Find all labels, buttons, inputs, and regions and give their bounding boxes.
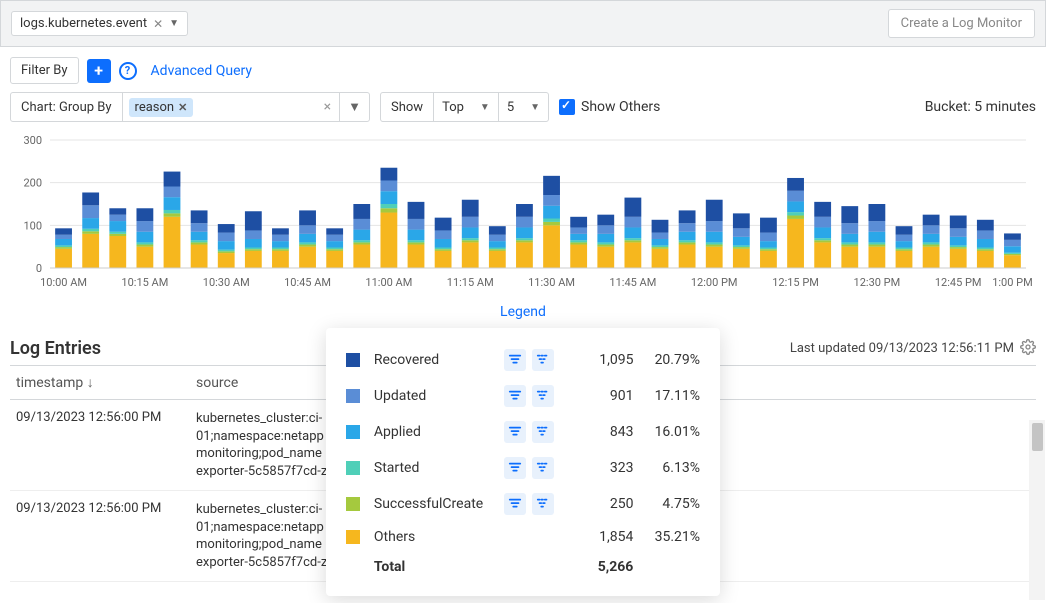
legend-total-value: 5,266 [584,559,634,575]
bucket-label: Bucket: 5 minutes [925,99,1036,115]
legend-total-row: Total 5,266 [346,552,700,582]
legend-percent: 35.21% [645,529,700,545]
create-log-monitor-button[interactable]: Create a Log Monitor [888,9,1035,38]
svg-text:12:15 PM: 12:15 PM [772,276,819,289]
svg-text:10:00 AM: 10:00 AM [40,276,87,289]
chevron-down-icon: ▼ [530,102,540,113]
legend-series-name: Recovered [374,352,504,368]
svg-text:0: 0 [36,262,42,275]
chevron-down-icon[interactable]: ▼ [169,18,179,29]
log-source-chip[interactable]: logs.kubernetes.event ✕ ▼ [11,11,188,36]
legend-percent: 4.75% [645,496,700,512]
last-updated-label: Last updated 09/13/2023 12:56:11 PM [790,339,1036,359]
timestamp-cell: 09/13/2023 12:56:00 PM [10,400,190,491]
show-label: Show [381,100,433,115]
legend-row: Updated 901 17.11% [346,378,700,414]
legend-series-name: SuccessfulCreate [374,496,504,512]
header-bar: logs.kubernetes.event ✕ ▼ Create a Log M… [0,0,1046,47]
legend-percent: 16.01% [645,424,700,440]
checkbox-checked-icon[interactable] [559,99,575,115]
legend-toggle[interactable]: Legend [10,296,1036,328]
svg-text:100: 100 [23,219,42,232]
legend-swatch [346,389,360,403]
show-mode-select[interactable]: Top ▼ [433,93,498,121]
legend-count: 1,095 [584,352,634,368]
legend-series-name: Others [374,529,504,545]
svg-text:10:45 AM: 10:45 AM [284,276,331,289]
svg-text:11:45 AM: 11:45 AM [609,276,656,289]
legend-count: 901 [584,388,634,404]
legend-series-name: Started [374,460,504,476]
filter-exclude-icon[interactable] [532,421,554,443]
legend-series-name: Updated [374,388,504,404]
legend-row: Applied 843 16.01% [346,414,700,450]
legend-swatch [346,353,360,367]
filter-section: Filter By + ? Advanced Query Chart: Grou… [0,47,1046,122]
svg-text:300: 300 [23,134,42,147]
legend-total-label: Total [374,559,504,575]
svg-text:10:15 AM: 10:15 AM [121,276,168,289]
svg-text:12:30 PM: 12:30 PM [854,276,901,289]
svg-text:1:00 PM: 1:00 PM [992,276,1032,289]
legend-count: 1,854 [584,529,634,545]
filter-include-icon[interactable] [504,421,526,443]
filter-include-icon[interactable] [504,457,526,479]
svg-text:11:00 AM: 11:00 AM [365,276,412,289]
group-by-input[interactable]: Chart: Group By reason ✕ × ▼ [10,92,370,122]
advanced-query-link[interactable]: Advanced Query [151,63,252,79]
gear-icon[interactable] [1020,339,1036,359]
close-icon[interactable]: ✕ [153,17,163,31]
filter-by-label: Filter By [10,57,79,84]
legend-count: 323 [584,460,634,476]
legend-row: Others 1,854 35.21% [346,522,700,552]
svg-text:200: 200 [23,177,42,190]
timestamp-column-header[interactable]: timestamp ↓ [10,366,190,400]
legend-swatch [346,425,360,439]
filter-include-icon[interactable] [504,349,526,371]
group-by-label: Chart: Group By [11,93,123,121]
filter-exclude-icon[interactable] [532,493,554,515]
group-tag-reason[interactable]: reason ✕ [129,98,194,117]
svg-text:10:30 AM: 10:30 AM [203,276,250,289]
svg-text:11:30 AM: 11:30 AM [528,276,575,289]
legend-percent: 6.13% [645,460,700,476]
log-entries-title: Log Entries [10,338,101,359]
svg-text:11:15 AM: 11:15 AM [447,276,494,289]
legend-swatch [346,530,360,544]
filter-exclude-icon[interactable] [532,385,554,407]
filter-include-icon[interactable] [504,493,526,515]
legend-count: 843 [584,424,634,440]
svg-text:12:00 PM: 12:00 PM [691,276,738,289]
sort-down-icon: ↓ [87,375,94,391]
stacked-bar-chart: 0 100 200 300 10:00 AM 10:15 AM 10:30 AM 10:45 … [10,132,1036,292]
legend-count: 250 [584,496,634,512]
add-filter-button[interactable]: + [87,59,111,83]
clear-icon[interactable]: × [316,99,339,115]
legend-swatch [346,461,360,475]
scrollbar-thumb[interactable] [1032,423,1043,451]
legend-percent: 20.79% [645,352,700,368]
timestamp-cell: 09/13/2023 12:56:00 PM [10,491,190,582]
legend-popup: Recovered 1,095 20.79% Updated 901 17.11% Appl… [326,328,720,596]
filter-exclude-icon[interactable] [532,457,554,479]
filter-exclude-icon[interactable] [532,349,554,371]
legend-percent: 17.11% [645,388,700,404]
log-source-name: logs.kubernetes.event [20,16,147,31]
legend-swatch [346,497,360,511]
show-mode-selector: Show Top ▼ 5 ▼ [380,92,549,122]
legend-row: Started 323 6.13% [346,450,700,486]
chevron-down-icon[interactable]: ▼ [339,93,369,121]
legend-row: SuccessfulCreate 250 4.75% [346,486,700,522]
close-icon[interactable]: ✕ [178,101,187,114]
chevron-down-icon: ▼ [480,102,490,113]
legend-row: Recovered 1,095 20.79% [346,342,700,378]
show-others-toggle[interactable]: Show Others [559,99,660,115]
filter-include-icon[interactable] [504,385,526,407]
legend-series-name: Applied [374,424,504,440]
svg-text:12:45 PM: 12:45 PM [935,276,982,289]
chart-area: 0 100 200 300 10:00 AM 10:15 AM 10:30 AM 10:45 … [0,122,1046,328]
show-count-select[interactable]: 5 ▼ [498,93,548,121]
help-icon[interactable]: ? [119,62,137,80]
